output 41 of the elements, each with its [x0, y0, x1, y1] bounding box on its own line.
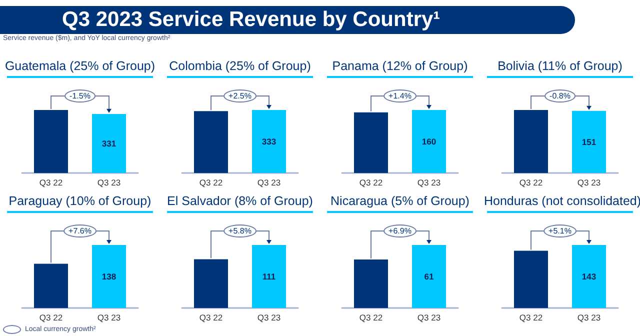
chart-title: Colombia (25% of Group) — [168, 59, 312, 73]
text: -0.8% — [544, 90, 576, 103]
chart-title: El Salvador (8% of Group) — [166, 194, 314, 208]
x-tick-label: Q3 22 — [359, 312, 383, 322]
data-label: 143 — [582, 272, 596, 282]
chart-title: Honduras (not consolidated) — [484, 194, 640, 208]
x-tick-label: Q3 22 — [519, 312, 543, 322]
text: +2.5% — [224, 90, 256, 103]
chart-title: Nicaragua (5% of Group) — [330, 194, 470, 208]
text: +6.9% — [384, 224, 416, 238]
data-label: 333 — [262, 136, 276, 147]
data-label: 331 — [102, 138, 116, 148]
text: +5.8% — [224, 224, 256, 238]
x-tick-label: Q3 23 — [257, 312, 281, 322]
chart-title: Panama (12% of Group) — [331, 59, 469, 73]
x-tick-label: Q3 23 — [257, 178, 281, 188]
x-tick-label: Q3 22 — [199, 312, 223, 322]
x-tick-label: Q3 23 — [97, 312, 121, 322]
x-tick-label: Q3 22 — [39, 312, 63, 322]
text: +1.4% — [384, 90, 416, 103]
text: +5.1% — [544, 224, 576, 238]
chart-title: Guatemala (25% of Group) — [4, 59, 156, 73]
data-label: 111 — [262, 272, 276, 282]
chart-title: Bolivia (11% of Group) — [496, 59, 624, 73]
x-tick-label: Q3 22 — [39, 178, 63, 188]
x-tick-label: Q3 23 — [417, 178, 441, 188]
data-label: 138 — [102, 272, 116, 282]
text: -1.5% — [64, 90, 96, 103]
x-tick-label: Q3 23 — [417, 312, 441, 322]
x-tick-label: Q3 23 — [97, 178, 121, 188]
x-tick-label: Q3 22 — [519, 178, 543, 188]
x-tick-label: Q3 23 — [577, 312, 601, 322]
text: +7.6% — [64, 224, 96, 238]
data-label: 151 — [582, 136, 596, 147]
x-tick-label: Q3 22 — [199, 178, 223, 188]
data-label: 160 — [422, 136, 436, 147]
data-label: 61 — [424, 272, 434, 282]
x-tick-label: Q3 23 — [577, 178, 601, 188]
x-tick-label: Q3 22 — [359, 178, 383, 188]
text: Q3 2023 Service Revenue by Country¹ — [62, 8, 440, 32]
chart-title: Paraguay (10% of Group) — [8, 194, 152, 208]
